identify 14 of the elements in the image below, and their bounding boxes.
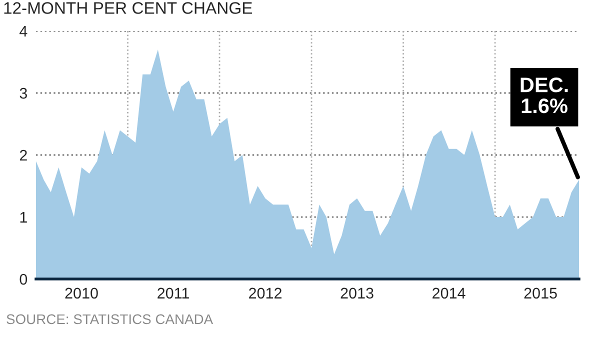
y-tick-label: 1 — [20, 212, 27, 223]
x-tick-label: 2013 — [340, 288, 374, 299]
x-tick-label: 2010 — [65, 288, 98, 299]
source-note: SOURCE: STATISTICS CANADA — [6, 314, 214, 324]
x-tick-label: 2011 — [158, 288, 189, 299]
y-tick-label: 0 — [20, 274, 28, 285]
x-tick-label: 2012 — [249, 288, 282, 299]
x-tick-label: 2014 — [432, 288, 466, 299]
y-tick-label: 4 — [20, 26, 28, 37]
y-tick-label: 2 — [20, 150, 27, 161]
chart-title: 12-MONTH PER CENT CHANGE — [4, 2, 252, 14]
x-tick-label: 2015 — [524, 288, 557, 299]
y-tick-label: 3 — [20, 88, 27, 99]
annotation: DEC. 1.6% — [520, 78, 568, 114]
